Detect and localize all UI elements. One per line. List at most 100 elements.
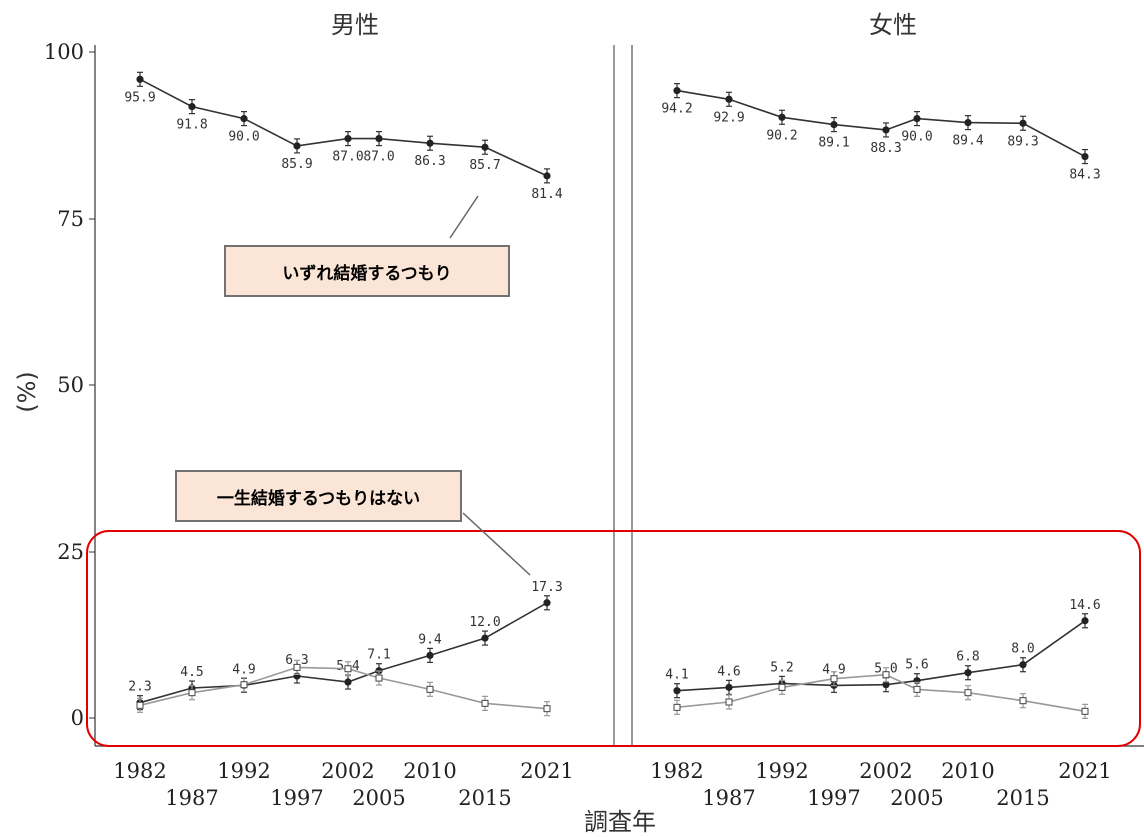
data-label: 87.0 [363,150,394,165]
data-point-marker [136,701,144,709]
data-point-marker [1081,617,1089,625]
data-point-marker [673,703,681,711]
data-point-marker [240,115,248,123]
data-point-marker [1081,152,1089,161]
x-ticks-female: 1982 1992 2002 2010 2021 1987 1997 2005 … [650,759,1111,810]
data-label: 4.6 [717,664,740,679]
data-point-marker [543,705,551,713]
data-label: 89.3 [1007,134,1038,149]
data-point-marker [426,685,434,693]
data-point-marker [375,134,383,143]
y-axis-title: (%) [13,371,41,413]
data-point-marker [778,683,786,691]
x-tick-label: 2015 [996,786,1049,810]
callout-leader-never [462,512,531,576]
data-point-marker [882,671,890,679]
x-tick-label: 2010 [941,759,994,783]
data-point-marker [481,699,489,707]
data-label: 2.3 [128,680,151,695]
x-tick-label: 1987 [165,786,218,810]
data-label: 87.0 [332,150,363,165]
data-point-marker [725,683,733,691]
series-line-female-2 [676,673,1086,713]
x-tick-label: 1982 [650,759,703,783]
data-point-marker [830,120,838,129]
data-label: 90.0 [228,130,259,145]
data-label: 5.6 [905,658,928,673]
y-tick-label: 100 [44,40,84,64]
data-label: 85.9 [281,157,312,172]
data-label: 90.0 [901,130,932,145]
series-layer: 95.9 91.8 90.0 85.9 87.0 87.0 86.3 85.7 81.4 2.3 4… [124,71,1101,719]
data-label: 84.3 [1069,168,1100,183]
data-point-marker [188,689,196,697]
x-tick-label: 1982 [113,759,166,783]
x-tick-label: 2010 [403,759,456,783]
data-label: 94.2 [661,102,692,117]
data-label: 86.3 [414,154,445,169]
data-point-marker [913,685,921,693]
data-label: 89.4 [952,134,983,149]
callout-marry-text: いずれ結婚するつもり [282,263,452,284]
y-tick-label: 0 [71,706,84,730]
panel-title-female: 女性 [869,11,917,39]
data-point-marker [481,634,489,642]
x-tick-label: 2015 [458,786,511,810]
data-label: 92.9 [713,110,744,125]
data-point-marker [725,698,733,706]
data-point-marker [344,678,352,686]
data-point-marker [344,134,352,143]
x-tick-label: 2005 [890,786,943,810]
data-label: 91.8 [176,118,207,133]
data-point-marker [136,75,144,83]
x-tick-label: 2005 [352,786,405,810]
data-label: 4.9 [232,662,255,677]
y-tick-label: 25 [57,540,84,564]
data-point-marker [1019,661,1027,669]
data-label: 5.2 [770,660,793,675]
data-label: 6.8 [956,650,979,665]
data-point-marker [830,675,838,683]
data-label: 7.1 [367,648,390,663]
data-label: 81.4 [531,187,562,202]
x-axis-title: 調査年 [584,808,656,836]
data-point-marker [882,126,890,134]
x-tick-label: 2021 [1058,759,1111,783]
data-point-marker [293,142,301,150]
data-point-marker [188,103,196,111]
data-label: 12.0 [469,615,500,630]
data-label: 85.7 [469,158,500,173]
data-label: 4.9 [822,662,845,677]
data-label: 90.2 [766,128,797,143]
callout-never: 一生結婚するつもりはない [175,470,462,522]
callout-leader-marry [449,195,479,239]
data-label: 89.1 [818,136,849,151]
panel-title-male: 男性 [331,11,379,39]
x-tick-label: 1997 [807,786,860,810]
data-point-marker [913,115,921,123]
y-tick-label: 75 [57,207,84,231]
y-ticks: 0 25 50 75 100 [44,40,95,730]
data-label: 4.5 [180,665,203,680]
data-point-marker [1019,119,1027,127]
data-point-marker [882,681,890,689]
x-tick-label: 1987 [702,786,755,810]
data-point-marker [293,663,301,671]
x-tick-label: 1997 [270,786,323,810]
data-label: 4.1 [665,668,688,683]
x-tick-label: 2002 [859,759,912,783]
x-tick-label: 1992 [217,759,270,783]
data-point-marker [344,665,352,673]
data-label: 88.3 [870,141,901,156]
x-tick-label: 2002 [321,759,374,783]
data-point-marker [375,674,383,682]
data-label: 95.9 [124,90,155,105]
data-point-marker [964,118,972,127]
data-point-marker [673,87,681,95]
data-label: 17.3 [531,580,562,595]
x-ticks-male: 1982 1992 2002 2010 2021 1987 1997 2005 … [113,759,573,810]
data-point-marker [964,689,972,697]
data-point-marker [1081,707,1089,715]
data-label: 9.4 [418,632,442,647]
